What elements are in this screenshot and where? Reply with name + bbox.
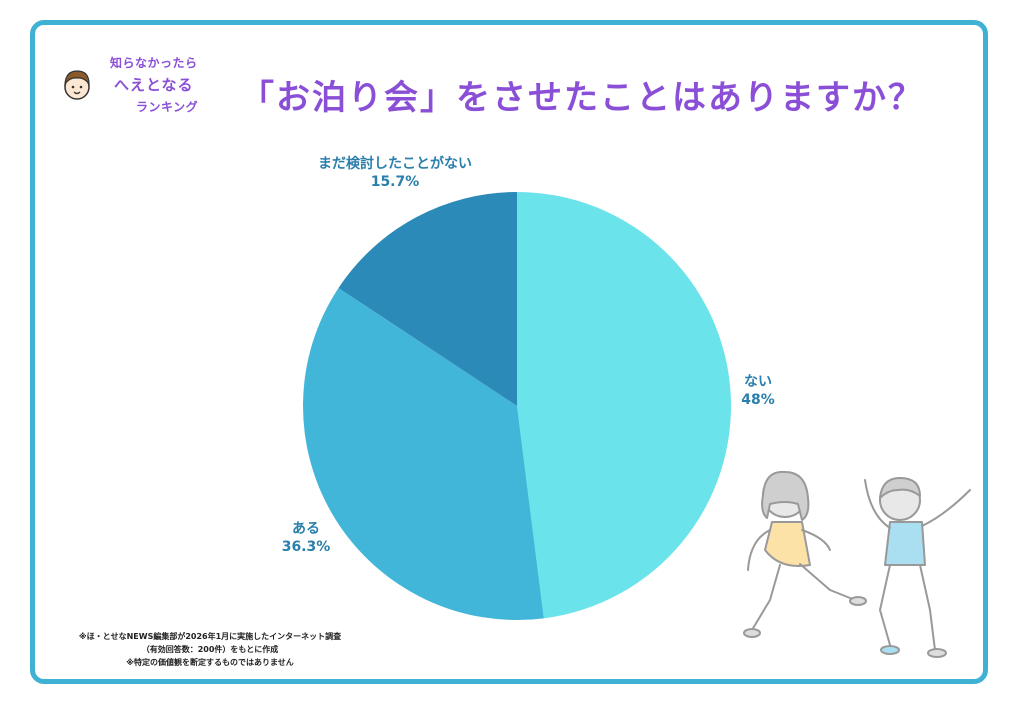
slice-label-none-name: ない [744,374,772,390]
page-title: 「お泊り会」をさせたことはありますか？ [240,78,924,118]
logo-line-1: 知らなかったら [110,56,198,70]
slice-label-not-yet-name: まだ検討したことがない [318,156,472,172]
slice-label-none: ない 48% [728,373,788,409]
footnote: ※ほ・とせなNEWS編集部が2026年1月に実施したインターネット調査 （有効回… [60,630,360,669]
logo-line-3: ランキング [136,100,199,114]
slice-label-yes-name: ある [292,521,320,537]
children-illustration [743,470,971,658]
logo-line-2: へえとなる [114,76,194,94]
site-logo: 知らなかったら へえとなる ランキング [60,52,240,132]
footnote-line-1: ※ほ・とせなNEWS編集部が2026年1月に実施したインターネット調査 [78,632,342,641]
slice-label-yes-value: 36.3% [281,539,331,555]
boy-face-icon [64,70,90,100]
pie-slice-0 [517,192,731,619]
slice-label-yes: ある 36.3% [276,520,336,556]
slice-label-not-yet-value: 15.7% [370,174,420,190]
footnote-line-3: ※特定の価値観を断定するものではありません [126,658,294,667]
slice-label-none-value: 48% [741,392,775,408]
pie-slice-2 [338,192,517,406]
footnote-line-2: （有効回答数：200件）をもとに作成 [141,645,279,654]
slice-label-not-yet: まだ検討したことがない 15.7% [290,155,500,191]
pie-slice-1 [302,287,544,620]
